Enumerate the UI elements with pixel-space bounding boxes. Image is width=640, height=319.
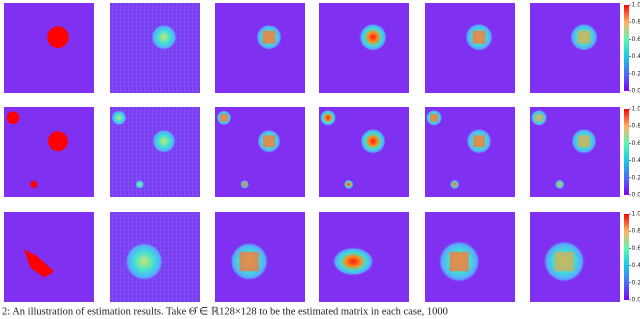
estimate-core: [554, 251, 574, 272]
heatmap-panel: [4, 212, 94, 302]
estimate-block: [151, 24, 177, 51]
colorbar-tick-label: 0.4: [632, 53, 640, 60]
estimate-core: [239, 251, 259, 272]
true-region: [6, 111, 20, 125]
estimate-core: [262, 30, 276, 44]
colorbar-tick-label: 0.0: [632, 297, 640, 304]
estimate-core: [430, 114, 438, 122]
colorbar-tick-label: 0.0: [632, 88, 640, 95]
colorbar-tick-label: 0.8: [632, 228, 640, 235]
estimate-core: [472, 30, 486, 44]
estimate-block: [111, 110, 127, 126]
true-region: [47, 26, 69, 48]
colorbar: [624, 214, 629, 300]
colorbar-tick-label: 0.6: [632, 36, 640, 43]
estimate-block: [152, 129, 176, 154]
colorbar-tick-label: 1.0: [632, 2, 640, 9]
colorbar-tick-label: 0.8: [632, 19, 640, 26]
colorbar-tick-label: 0.6: [632, 140, 640, 147]
estimate-core: [578, 135, 590, 148]
colorbar-tick-label: 0.6: [632, 245, 640, 252]
colorbar-tick-label: 0.2: [632, 174, 640, 181]
true-region: [24, 249, 55, 278]
estimate-core: [577, 30, 591, 44]
estimate-blob: [358, 23, 388, 52]
colorbar-tick-label: 0.4: [632, 157, 640, 164]
heatmap-panel: [4, 107, 94, 197]
colorbar: [624, 5, 629, 91]
colorbar-tick-label: 0.0: [632, 192, 640, 199]
estimate-core: [557, 182, 562, 187]
estimate-blob: [332, 246, 375, 277]
estimate-core: [242, 182, 247, 187]
estimate-blob: [360, 128, 386, 155]
true-region: [30, 180, 38, 188]
estimate-blob: [344, 179, 354, 190]
estimate-core: [535, 114, 543, 122]
estimate-core: [452, 182, 457, 187]
colorbar-tick-label: 0.2: [632, 279, 640, 286]
estimate-block: [124, 242, 164, 281]
estimate-block: [135, 180, 145, 189]
estimate-core: [449, 251, 469, 272]
colorbar-tick-label: 0.4: [632, 262, 640, 269]
colorbar: [624, 109, 629, 195]
heatmap-panel: [4, 3, 94, 93]
estimate-core: [220, 114, 228, 122]
true-region: [48, 131, 68, 152]
caption: 2: An illustration of estimation results…: [2, 305, 448, 317]
colorbar-tick-label: 1.0: [632, 211, 640, 218]
estimate-core: [263, 135, 275, 148]
colorbar-tick-label: 0.2: [632, 70, 640, 77]
colorbar-tick-label: 1.0: [632, 106, 640, 113]
heatmap-panel: [319, 3, 409, 93]
colorbar-tick-label: 0.8: [632, 123, 640, 130]
estimate-blob: [319, 109, 337, 126]
estimate-core: [473, 135, 485, 148]
